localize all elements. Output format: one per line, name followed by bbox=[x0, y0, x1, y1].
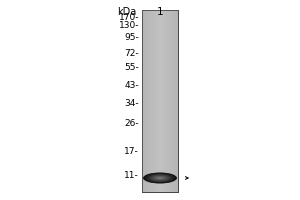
Ellipse shape bbox=[145, 173, 175, 183]
Text: 130-: 130- bbox=[118, 21, 139, 30]
Text: 43-: 43- bbox=[124, 80, 139, 90]
Ellipse shape bbox=[150, 175, 170, 181]
Ellipse shape bbox=[152, 175, 168, 181]
Ellipse shape bbox=[148, 174, 172, 182]
Bar bbox=[142, 10, 178, 192]
Ellipse shape bbox=[151, 175, 169, 181]
Text: 72-: 72- bbox=[124, 48, 139, 58]
Text: 95-: 95- bbox=[124, 33, 139, 43]
Ellipse shape bbox=[158, 177, 162, 179]
Ellipse shape bbox=[157, 177, 164, 179]
Text: 17-: 17- bbox=[124, 148, 139, 156]
Ellipse shape bbox=[155, 177, 164, 179]
Ellipse shape bbox=[153, 176, 167, 180]
Ellipse shape bbox=[149, 174, 171, 182]
Ellipse shape bbox=[143, 172, 177, 184]
Ellipse shape bbox=[154, 176, 166, 180]
Text: 1: 1 bbox=[157, 7, 163, 17]
Text: 55-: 55- bbox=[124, 64, 139, 72]
Text: 26-: 26- bbox=[124, 119, 139, 129]
Ellipse shape bbox=[146, 174, 174, 182]
Text: 34-: 34- bbox=[124, 98, 139, 108]
Text: 170-: 170- bbox=[118, 14, 139, 22]
Ellipse shape bbox=[144, 173, 176, 183]
Text: 11-: 11- bbox=[124, 170, 139, 180]
Bar bbox=[142, 10, 178, 192]
Text: kDa: kDa bbox=[117, 7, 136, 17]
